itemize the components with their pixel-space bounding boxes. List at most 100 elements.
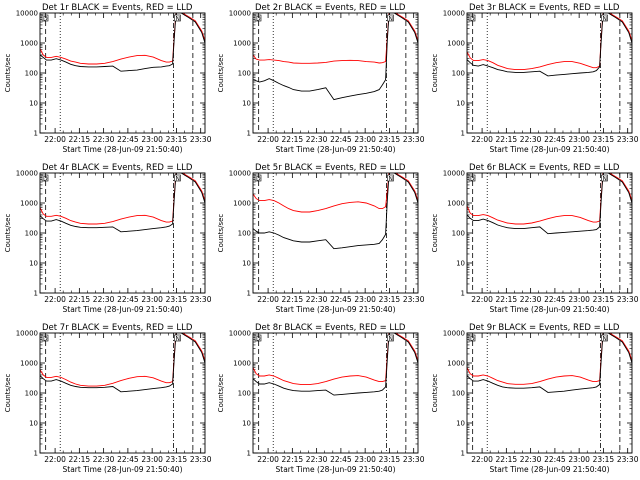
- y-tick-label: 10: [456, 100, 465, 108]
- marker-n: N: [175, 15, 180, 22]
- y-tick-label: 10: [456, 260, 465, 268]
- x-tick-label: 23:30: [190, 135, 212, 144]
- y-tick-label: 10: [456, 420, 465, 428]
- marker-box-d: [254, 14, 262, 22]
- marker-box-d: [468, 174, 476, 182]
- panel-det-9: Det 9r BLACK = Events, RED = LLD Counts/s…: [431, 323, 639, 474]
- x-tick-label: 23:00: [141, 455, 163, 464]
- series-line-lld: [253, 333, 418, 386]
- marker-d: D: [43, 15, 48, 22]
- panel-title: Det 7r BLACK = Events, RED = LLD: [42, 323, 193, 333]
- y-tick-label: 10: [242, 100, 251, 108]
- y-tick-label: 100: [452, 390, 465, 398]
- y-tick-label: 1: [247, 450, 251, 458]
- y-tick-label: 100: [25, 230, 38, 238]
- x-tick-label: 23:15: [593, 455, 615, 464]
- panel-det-7: Det 7r BLACK = Events, RED = LLD Counts/s…: [4, 323, 212, 474]
- y-tick-label: 1000: [447, 200, 465, 208]
- series-line-lld: [253, 13, 418, 64]
- x-tick-label: 22:15: [282, 455, 304, 464]
- x-tick-label: 22:00: [257, 455, 279, 464]
- series-line-lld: [467, 173, 632, 225]
- panel-title: Det 6r BLACK = Events, RED = LLD: [469, 163, 620, 173]
- marker-d: D: [470, 175, 475, 182]
- y-tick-label: 1: [34, 450, 38, 458]
- series-line-lld: [467, 333, 632, 385]
- x-tick-label: 23:30: [190, 455, 212, 464]
- marker-box-n: [387, 174, 394, 182]
- marker-box-n: [174, 334, 181, 342]
- y-tick-label: 1000: [20, 40, 38, 48]
- series-line-events: [467, 173, 632, 235]
- marker-d: D: [256, 175, 261, 182]
- x-tick-label: 22:45: [544, 135, 566, 144]
- x-tick-label: 22:15: [69, 295, 91, 304]
- y-axis-label: Counts/sec: [431, 214, 439, 253]
- x-tick-label: 22:30: [93, 295, 115, 304]
- y-tick-label: 1000: [447, 360, 465, 368]
- x-tick-label: 22:15: [282, 135, 304, 144]
- x-tick-label: 22:30: [520, 135, 542, 144]
- plot-frame: [252, 172, 419, 294]
- y-tick-label: 1000: [20, 200, 38, 208]
- x-tick-label: 22:30: [306, 135, 328, 144]
- y-tick-label: 1: [461, 130, 465, 138]
- y-tick-label: 100: [452, 70, 465, 78]
- marker-box-n: [387, 334, 394, 342]
- series-line-events: [467, 333, 632, 393]
- series-line-lld: [40, 333, 205, 387]
- series-line-events: [253, 333, 418, 396]
- plot-frame: [252, 332, 419, 454]
- x-axis-label: Start Time (28-Jun-09 21:50:40): [63, 465, 183, 474]
- y-tick-label: 10000: [229, 10, 251, 18]
- plot-frame: [39, 332, 206, 454]
- y-axis-label: Counts/sec: [217, 214, 225, 253]
- x-tick-label: 23:15: [593, 295, 615, 304]
- panel-det-4: Det 4r BLACK = Events, RED = LLD Counts/s…: [4, 163, 212, 314]
- plot-frame: [39, 12, 206, 134]
- x-tick-label: 22:15: [496, 455, 518, 464]
- y-tick-label: 10: [242, 420, 251, 428]
- x-tick-label: 23:30: [190, 295, 212, 304]
- y-tick-label: 1000: [233, 200, 251, 208]
- series-line-events: [467, 13, 632, 77]
- y-axis-label: Counts/sec: [4, 214, 12, 253]
- panel-title: Det 3r BLACK = Events, RED = LLD: [469, 3, 620, 13]
- marker-box-n: [601, 174, 608, 182]
- marker-n: N: [388, 175, 393, 182]
- marker-box-n: [601, 334, 608, 342]
- x-axis-label: Start Time (28-Jun-09 21:50:40): [490, 145, 610, 154]
- y-tick-label: 10: [29, 100, 38, 108]
- x-tick-label: 22:15: [69, 455, 91, 464]
- panel-title: Det 4r BLACK = Events, RED = LLD: [42, 163, 193, 173]
- series-line-lld: [467, 13, 632, 71]
- x-tick-label: 22:00: [257, 135, 279, 144]
- panel-det-6: Det 6r BLACK = Events, RED = LLD Counts/s…: [431, 163, 639, 314]
- x-axis-label: Start Time (28-Jun-09 21:50:40): [276, 305, 396, 314]
- series-line-events: [40, 13, 205, 72]
- x-tick-label: 23:00: [354, 295, 376, 304]
- x-axis-label: Start Time (28-Jun-09 21:50:40): [63, 145, 183, 154]
- x-tick-label: 22:00: [44, 135, 66, 144]
- y-tick-label: 1000: [447, 40, 465, 48]
- marker-n: N: [175, 175, 180, 182]
- marker-box-n: [174, 174, 181, 182]
- y-tick-label: 100: [238, 390, 251, 398]
- x-tick-label: 22:45: [330, 135, 352, 144]
- y-tick-label: 10: [29, 260, 38, 268]
- x-tick-label: 23:00: [568, 135, 590, 144]
- y-axis-label: Counts/sec: [431, 374, 439, 413]
- x-tick-label: 23:15: [166, 455, 188, 464]
- x-tick-label: 22:30: [93, 135, 115, 144]
- x-tick-label: 23:15: [166, 295, 188, 304]
- marker-n: N: [175, 335, 180, 342]
- x-tick-label: 23:00: [354, 455, 376, 464]
- x-tick-label: 22:45: [330, 295, 352, 304]
- panel-title: Det 8r BLACK = Events, RED = LLD: [255, 323, 406, 333]
- x-tick-label: 23:00: [568, 295, 590, 304]
- y-tick-label: 10000: [16, 330, 38, 338]
- x-tick-label: 22:00: [471, 295, 493, 304]
- plot-frame: [39, 172, 206, 294]
- y-tick-label: 100: [238, 70, 251, 78]
